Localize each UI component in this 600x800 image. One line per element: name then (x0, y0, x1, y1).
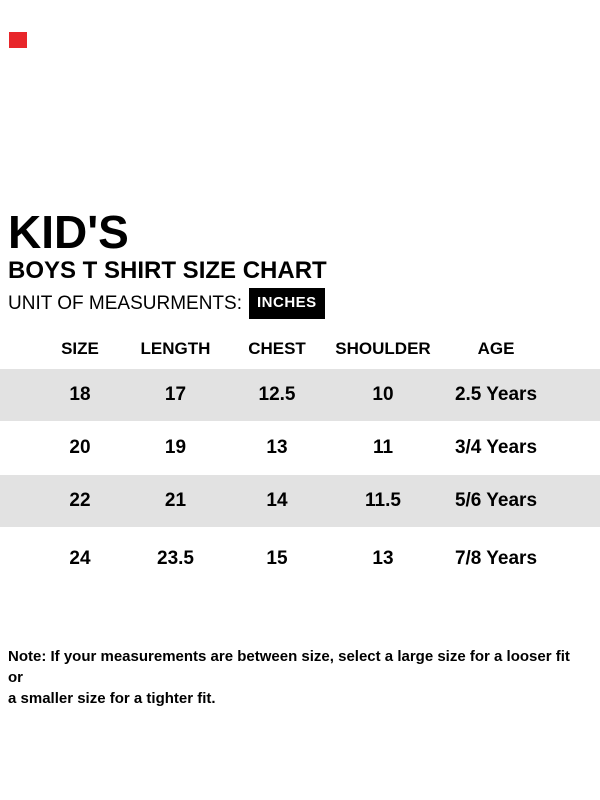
cell-shoulder: 11.5 (365, 490, 401, 511)
brand-color-mark (9, 32, 27, 48)
note-line: Note: If your measurements are between s… (8, 648, 570, 686)
cell-age: 7/8 Years (454, 548, 538, 569)
size-table: SIZE LENGTH CHEST SHOULDER AGE 18 17 12.… (0, 329, 600, 591)
cell-size: 24 (69, 548, 91, 569)
column-header-length: LENGTH (140, 339, 211, 358)
cell-chest: 13 (266, 437, 288, 458)
table-row: 22 21 14 11.5 5/6 Years (0, 475, 600, 527)
table-row: 24 23.5 15 13 7/8 Years (0, 527, 600, 591)
cell-chest: 14 (266, 490, 288, 511)
column-header-age: AGE (477, 339, 515, 358)
cell-length: 21 (164, 490, 187, 511)
page-subtitle: BOYS T SHIRT SIZE CHART (8, 257, 327, 284)
header: KID'S BOYS T SHIRT SIZE CHART UNIT OF ME… (0, 0, 600, 319)
cell-length: 19 (164, 437, 187, 458)
cell-size: 18 (69, 384, 91, 405)
cell-chest: 12.5 (258, 384, 296, 405)
column-header-shoulder: SHOULDER (335, 339, 431, 358)
page-title: KID'S (8, 206, 129, 258)
column-header-chest: CHEST (248, 339, 306, 358)
cell-shoulder: 11 (372, 437, 394, 458)
cell-length: 23.5 (157, 548, 194, 569)
cell-age: 3/4 Years (454, 437, 538, 458)
note-line: a smaller size for a tighter fit. (8, 690, 216, 707)
table-row: 18 17 12.5 10 2.5 Years (0, 369, 600, 421)
table-header-row: SIZE LENGTH CHEST SHOULDER AGE (0, 329, 600, 369)
table-row: 20 19 13 11 3/4 Years (0, 421, 600, 475)
unit-value-badge: INCHES (249, 288, 325, 319)
cell-age: 2.5 Years (454, 384, 538, 405)
column-header-size: SIZE (61, 339, 99, 358)
cell-age: 5/6 Years (454, 490, 538, 511)
cell-length: 17 (164, 384, 187, 405)
unit-label: UNIT OF MEASURMENTS: (8, 292, 242, 314)
note: Note: If your measurements are between s… (8, 646, 580, 709)
cell-size: 22 (69, 490, 91, 511)
cell-size: 20 (69, 437, 91, 458)
unit-row: UNIT OF MEASURMENTS: INCHES (8, 288, 600, 319)
cell-shoulder: 10 (372, 384, 394, 405)
cell-chest: 15 (266, 548, 288, 569)
cell-shoulder: 13 (372, 548, 394, 569)
